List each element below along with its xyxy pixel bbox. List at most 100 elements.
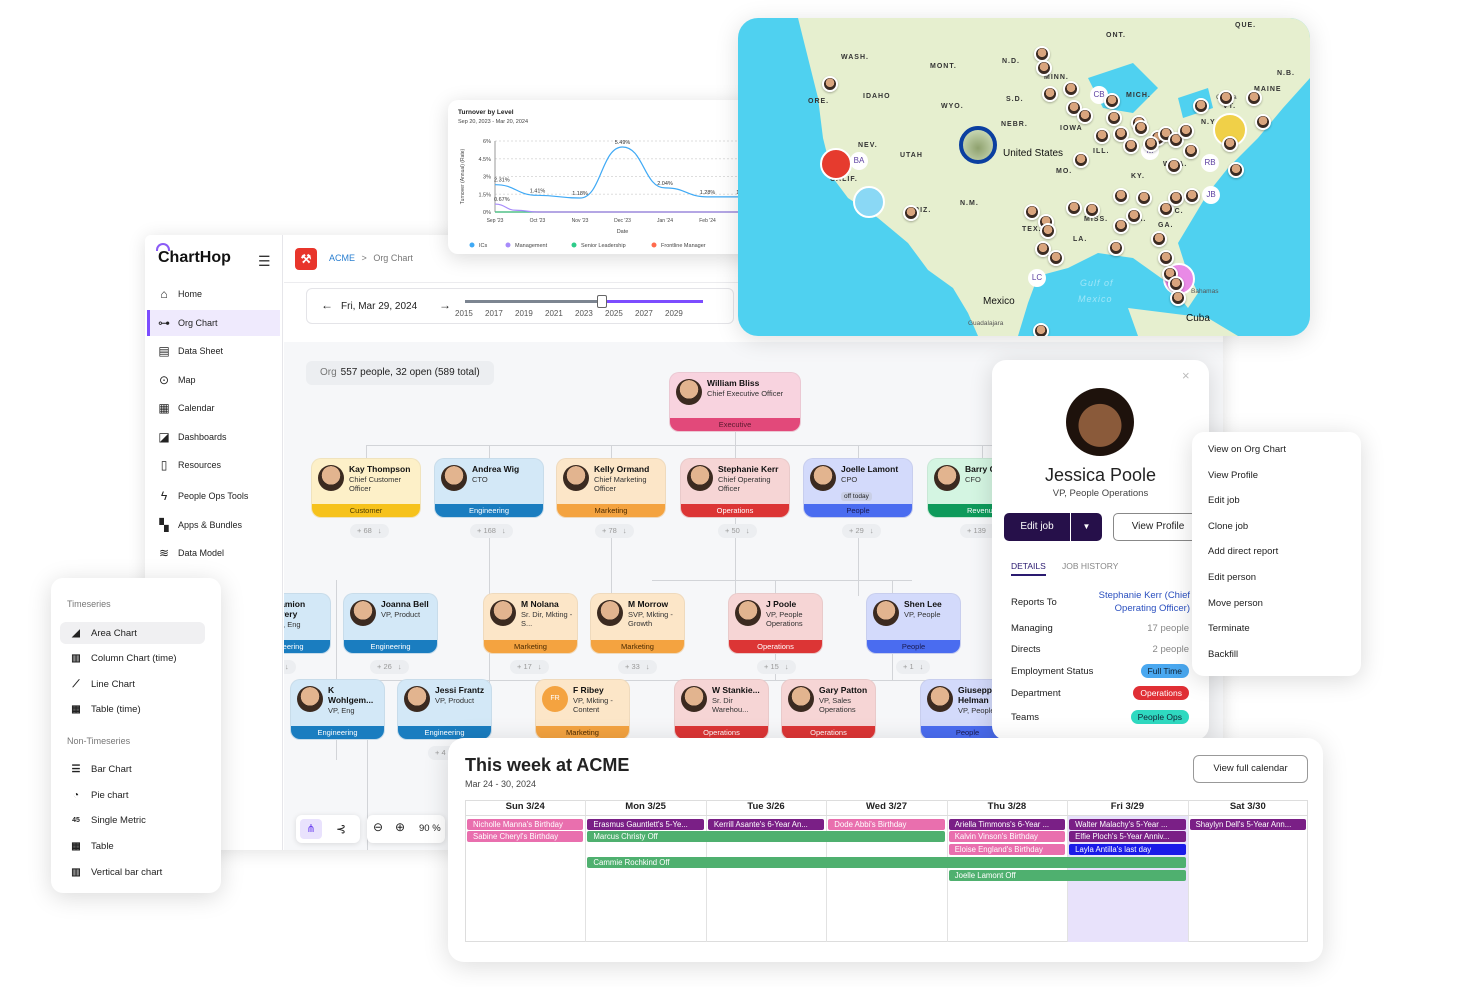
menu-item-clone-job[interactable]: Clone job: [1208, 520, 1249, 532]
person-map-marker[interactable]: [903, 205, 919, 221]
sidebar-item-resources[interactable]: ▯ Resources: [147, 452, 280, 478]
tree-view-icon[interactable]: ⋔: [300, 819, 322, 839]
person-map-marker[interactable]: [1178, 123, 1194, 139]
calendar-event-birthday[interactable]: Sabine Cheryl's Birthday: [467, 831, 584, 842]
timeline-year-label[interactable]: 2027: [635, 309, 653, 318]
person-map-marker[interactable]: [822, 76, 838, 92]
calendar-event-birthday[interactable]: Eloise England's Birthday: [948, 844, 1066, 855]
person-map-marker[interactable]: [1094, 128, 1110, 144]
org-card[interactable]: FR F Ribey VP, Mkting - Content Marketing: [535, 679, 630, 740]
timeline-year-label[interactable]: 2025: [605, 309, 623, 318]
menu-item-add-direct-report[interactable]: Add direct report: [1208, 546, 1279, 558]
calendar-event-anniversary[interactable]: Elfie Ploch's 5-Year Anniv...: [1069, 831, 1186, 842]
person-map-marker[interactable]: [1136, 190, 1152, 206]
horizontal-tree-view-icon[interactable]: ⊰: [335, 822, 347, 836]
timeline-year-label[interactable]: 2021: [545, 309, 563, 318]
person-map-marker[interactable]: [1077, 108, 1093, 124]
calendar-event-last-day[interactable]: Layla Antilla's last day: [1069, 844, 1186, 855]
person-map-marker[interactable]: [1033, 323, 1049, 336]
sidebar-item-calendar[interactable]: ▦ Calendar: [147, 395, 280, 421]
org-card[interactable]: Kelly Ormand Chief Marketing Officer Marke…: [556, 458, 666, 518]
edit-job-dropdown-icon[interactable]: ▼: [1071, 513, 1102, 541]
tab-job-history[interactable]: JOB HISTORY: [1062, 561, 1119, 571]
person-map-marker[interactable]: [1228, 162, 1244, 178]
collapse-menu-icon[interactable]: ☰: [258, 253, 271, 269]
org-card[interactable]: J Poole VP, People Operations Operations: [728, 593, 823, 654]
person-map-marker[interactable]: [1063, 81, 1079, 97]
expand-reports-button[interactable]: + 17 ↓: [510, 660, 549, 674]
timeline-year-label[interactable]: 2023: [575, 309, 593, 318]
person-map-marker[interactable]: [1170, 290, 1186, 306]
sidebar-item-apps-bundles[interactable]: ▚ Apps & Bundles: [147, 512, 280, 538]
org-card[interactable]: William Bliss Chief Executive Officer Exec…: [669, 372, 801, 432]
sf-location-marker[interactable]: [820, 148, 852, 180]
org-card[interactable]: W Stankie... Sr. Dir Warehou... Operations: [674, 679, 769, 740]
chart-type-bar-chart[interactable]: ☰ Bar Chart: [60, 758, 205, 780]
expand-reports-button[interactable]: + 1 ↓: [896, 660, 931, 674]
person-map-marker[interactable]: [1113, 188, 1129, 204]
expand-reports-button[interactable]: + 26 ↓: [370, 660, 409, 674]
prev-date-arrow-icon[interactable]: ←: [321, 298, 333, 312]
timeline-year-label[interactable]: 2029: [665, 309, 683, 318]
zoom-in-icon[interactable]: ⊕: [395, 820, 406, 834]
calendar-event-off[interactable]: Joelle Lamont Off: [948, 870, 1186, 881]
initials-marker[interactable]: BA: [850, 152, 868, 170]
expand-reports-button[interactable]: + 50 ↓: [718, 524, 757, 538]
initials-marker[interactable]: RB: [1201, 154, 1219, 172]
person-map-marker[interactable]: [1255, 114, 1271, 130]
person-map-marker[interactable]: [1126, 208, 1142, 224]
person-map-marker[interactable]: [1035, 241, 1051, 257]
person-map-marker[interactable]: [1042, 86, 1058, 102]
person-map-marker[interactable]: [1143, 136, 1159, 152]
calendar-event-birthday[interactable]: Nicholle Manna's Birthday: [467, 819, 584, 830]
person-map-marker[interactable]: [1246, 90, 1262, 106]
person-map-marker[interactable]: [1166, 158, 1182, 174]
org-card[interactable]: Damion AveryVP, Eng Engineering: [284, 593, 331, 654]
timeline-year-label[interactable]: 2017: [485, 309, 503, 318]
menu-item-terminate[interactable]: Terminate: [1208, 623, 1250, 635]
view-full-calendar-button[interactable]: View full calendar: [1193, 755, 1308, 783]
next-date-arrow-icon[interactable]: →: [439, 298, 451, 312]
sidebar-item-dashboards[interactable]: ◪ Dashboards: [147, 424, 280, 450]
org-card[interactable]: K Wohlgem... VP, Eng Engineering: [290, 679, 385, 740]
calendar-event-anniversary[interactable]: Walter Malachy's 5-Year ...: [1069, 819, 1186, 830]
close-icon[interactable]: ×: [1182, 368, 1190, 383]
reports-to-link[interactable]: Stephanie Kerr (Chief Operating Officer): [1098, 590, 1190, 614]
person-map-marker[interactable]: [1158, 201, 1174, 217]
view-profile-button[interactable]: View Profile: [1113, 513, 1203, 541]
sidebar-item-org-chart[interactable]: ⊶ Org Chart: [147, 310, 280, 336]
org-card[interactable]: Gary Patton VP, Sales Operations Operation…: [781, 679, 876, 740]
chart-type-vertical-bar-chart[interactable]: ▥ Vertical bar chart: [60, 861, 205, 883]
calendar-event-birthday[interactable]: Dode Abbi's Birthday: [828, 819, 945, 830]
menu-item-edit-person[interactable]: Edit person: [1208, 572, 1257, 583]
timeline-year-label[interactable]: 2019: [515, 309, 533, 318]
menu-item-view-on-org-chart[interactable]: View on Org Chart: [1208, 444, 1286, 455]
person-map-marker[interactable]: [1113, 218, 1129, 234]
initials-marker[interactable]: JB: [1202, 186, 1220, 204]
sidebar-item-data-model[interactable]: ≋ Data Model: [147, 540, 280, 566]
person-map-marker[interactable]: [1158, 250, 1174, 266]
person-map-marker[interactable]: [1218, 90, 1234, 106]
person-map-marker[interactable]: [1048, 250, 1064, 266]
person-map-marker[interactable]: [1108, 240, 1124, 256]
org-card[interactable]: Jessi Frantz VP, Product Engineering: [397, 679, 492, 740]
expand-reports-button[interactable]: + 15 ↓: [757, 660, 796, 674]
person-map-marker[interactable]: [1106, 110, 1122, 126]
sidebar-item-people-ops-tools[interactable]: ϟ People Ops Tools: [147, 483, 280, 509]
calendar-event-anniversary[interactable]: Ariella Timmons's 6-Year ...: [948, 819, 1066, 830]
expand-reports-button[interactable]: + 168 ↓: [470, 524, 513, 538]
person-map-marker[interactable]: [1084, 202, 1100, 218]
calendar-event-anniversary[interactable]: Shaylyn Dell's 5-Year Ann...: [1189, 819, 1306, 830]
org-card[interactable]: Kay Thompson Chief Customer Officer Custom…: [311, 458, 421, 518]
calendar-event-anniversary[interactable]: Kerrill Asante's 6-Year An...: [707, 819, 825, 830]
person-map-marker[interactable]: [1133, 120, 1149, 136]
calendar-event-off[interactable]: Cammie Rochkind Off: [587, 857, 1186, 868]
chart-type-pie-chart[interactable]: ◔ Pie chart: [60, 784, 205, 806]
charthop-logo[interactable]: ChartHop: [156, 243, 231, 267]
sidebar-item-map[interactable]: ⊙ Map: [147, 367, 280, 393]
menu-item-backfill[interactable]: Backfill: [1208, 648, 1239, 660]
initials-marker[interactable]: LC: [1028, 269, 1046, 287]
org-card[interactable]: M Nolana Sr. Dir, Mkting - S... Marketing: [483, 593, 578, 654]
zoom-out-icon[interactable]: ⊖: [373, 820, 384, 834]
person-map-marker[interactable]: [1104, 93, 1120, 109]
